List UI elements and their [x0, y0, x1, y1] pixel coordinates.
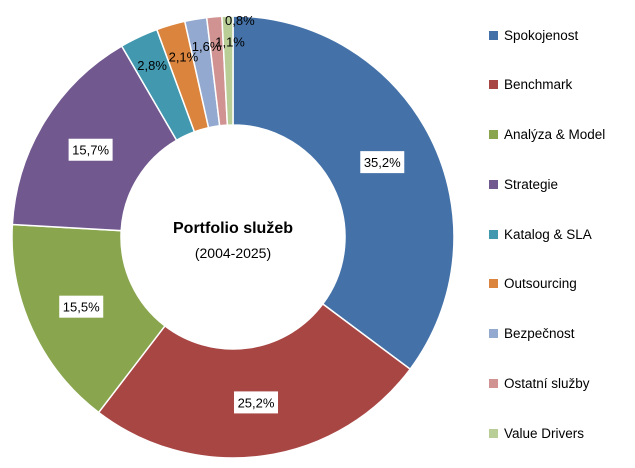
- donut-center: Portfolio služeb (2004-2025): [173, 220, 293, 261]
- legend-label: Benchmark: [504, 77, 573, 93]
- slice-anal-za-model: [11, 223, 166, 414]
- legend-label: Spokojenost: [504, 27, 579, 43]
- legend-swatch: [489, 80, 498, 90]
- slice-label: 15,7%: [68, 138, 113, 161]
- legend-swatch: [489, 379, 498, 389]
- slice-label-text: 15,5%: [63, 300, 100, 315]
- legend-swatch: [489, 279, 498, 289]
- legend-swatch: [489, 130, 498, 140]
- slice-label: 1,1%: [215, 35, 245, 50]
- legend-label: Strategie: [504, 176, 559, 192]
- legend-label: Outsourcing: [504, 276, 577, 292]
- slice-strategie: [11, 45, 178, 232]
- legend-item: Strategie: [489, 174, 605, 194]
- slice-labels: 35,2% 25,2% 15,5% 15,7% 2,8%2,1%1,6%1,1% 0,8%: [59, 13, 405, 414]
- legend-item: Ostatní služby: [489, 374, 605, 394]
- legend-item: Analýza & Model: [489, 125, 605, 145]
- legend-item: Bezpečnost: [489, 324, 605, 344]
- legend-item: Katalog & SLA: [489, 224, 605, 244]
- slice-label-box: [234, 391, 279, 414]
- legend: Spokojenost Benchmark Analýza & Model Strat…: [489, 25, 605, 468]
- slice-label-box: [68, 138, 113, 161]
- legend-item: Spokojenost: [489, 25, 605, 45]
- slice-label-text: 0,8%: [225, 13, 255, 28]
- slice-label-text: 1,6%: [192, 39, 222, 54]
- legend-swatch: [489, 30, 498, 40]
- slice-label-text: 15,7%: [72, 143, 109, 158]
- legend-swatch: [489, 229, 498, 239]
- slice-label-text: 2,1%: [169, 50, 199, 65]
- center-title: Portfolio služeb: [173, 220, 293, 237]
- slice-label-box: [59, 295, 104, 318]
- legend-swatch: [489, 179, 498, 189]
- slice-spokojenost: [232, 15, 455, 371]
- legend-label: Bezpečnost: [504, 326, 575, 342]
- slice-label: 2,8%: [137, 58, 167, 73]
- slice-label: 25,2%: [234, 391, 279, 414]
- slice-label-text: 1,1%: [215, 35, 245, 50]
- legend-label: Ostatní služby: [504, 376, 590, 392]
- slice-label: 35,2%: [360, 151, 405, 174]
- legend-item: Benchmark: [489, 75, 605, 95]
- slice-label-box: [360, 151, 405, 174]
- slice-label-text: 2,8%: [137, 58, 167, 73]
- donut-slices: [11, 15, 455, 459]
- legend-label: Katalog & SLA: [504, 226, 592, 242]
- legend-swatch: [489, 428, 498, 438]
- center-subtitle: (2004-2025): [195, 245, 271, 261]
- legend-label: Value Drivers: [504, 425, 585, 441]
- slice-label: 0,8%: [225, 13, 255, 28]
- legend-item: Value Drivers: [489, 423, 605, 443]
- legend-swatch: [489, 329, 498, 339]
- slice-benchmark: [97, 302, 412, 459]
- donut-chart: 35,2% 25,2% 15,5% 15,7% 2,8%2,1%1,6%1,1% 0,8%…: [11, 13, 455, 459]
- slice-label: 15,5%: [59, 295, 104, 318]
- slice-label-text: 35,2%: [364, 155, 401, 170]
- slice-label: 2,1%: [169, 50, 199, 65]
- slice-value-drivers: [221, 15, 234, 126]
- legend-item: Outsourcing: [489, 274, 605, 294]
- legend-label: Analýza & Model: [504, 127, 606, 143]
- slice-label: 1,6%: [192, 39, 222, 54]
- slice-label-text: 25,2%: [238, 395, 275, 410]
